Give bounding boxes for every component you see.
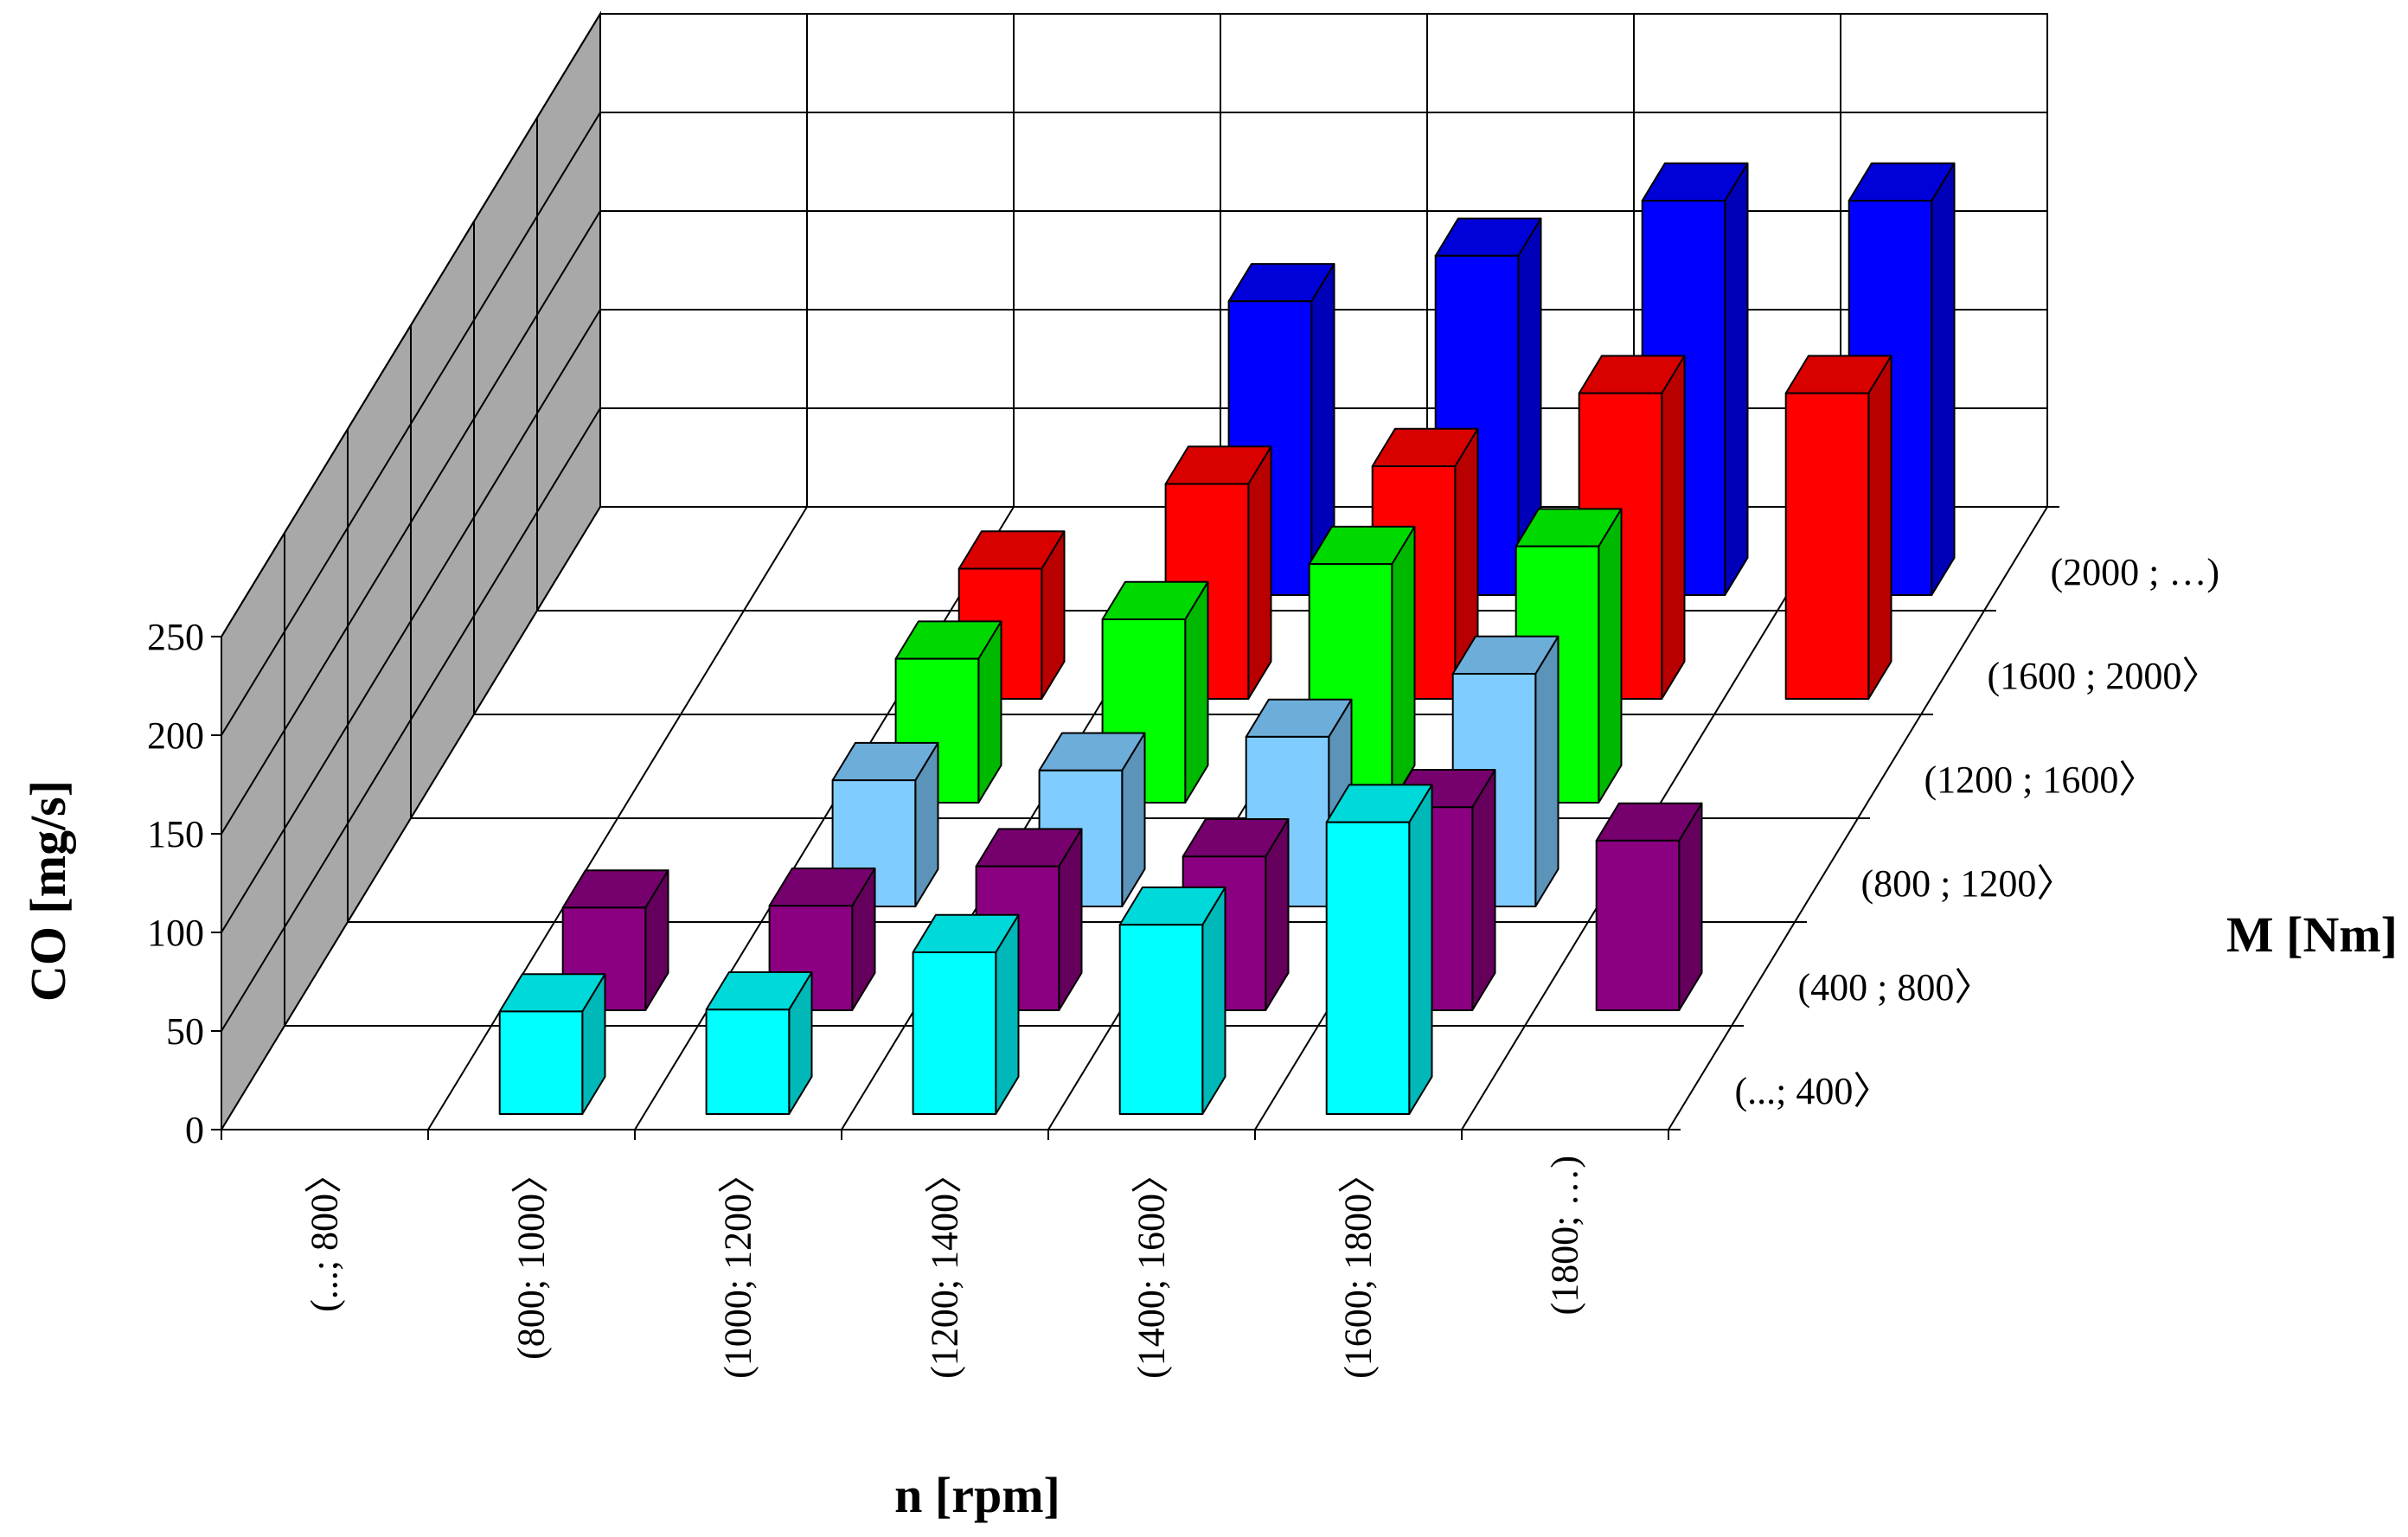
bar-front	[1325, 821, 1411, 1115]
bar-front	[705, 1009, 791, 1115]
y-tick-label: 150	[147, 813, 204, 855]
bar-side	[1598, 508, 1623, 804]
bar	[1101, 580, 1209, 804]
bar	[912, 913, 1020, 1115]
z-tick-label: (2000 ; …)	[2051, 551, 2220, 593]
axis-labels: 0 50 100 150 200 250 (...; 800〉 (800; 1000〉 (100…	[147, 506, 2220, 1379]
bar-front	[912, 951, 997, 1115]
bar-side	[1724, 162, 1749, 596]
x-tick-label: (...; 800〉	[304, 1156, 346, 1312]
y-tick-label: 100	[147, 912, 204, 954]
bar	[1784, 355, 1892, 700]
bar-front	[1784, 392, 1870, 700]
bars	[498, 162, 1956, 1115]
y-tick-label: 250	[147, 616, 204, 658]
bar-side	[1408, 784, 1433, 1115]
bar-side	[1661, 355, 1686, 700]
bar-side	[1201, 886, 1226, 1115]
bar-side	[1867, 355, 1892, 700]
bar-front	[1118, 924, 1204, 1115]
x-tick-label: (1400; 1600〉	[1130, 1156, 1173, 1379]
bar-side	[1391, 525, 1416, 804]
x-tick-label: (1800; …)	[1544, 1156, 1586, 1316]
x-tick-label: (1000; 1200〉	[717, 1156, 759, 1379]
z-axis-title: M [Nm]	[2226, 906, 2398, 963]
bar	[498, 973, 606, 1115]
y-tick-label: 50	[166, 1010, 204, 1053]
x-tick-label: (800; 1000〉	[510, 1156, 553, 1360]
z-tick-label: (1200 ; 1600〉	[1924, 759, 2157, 801]
y-tick-label: 0	[185, 1109, 204, 1151]
bar-side	[1247, 445, 1272, 700]
z-tick-label: (1600 ; 2000〉	[1988, 655, 2220, 697]
z-tick-label: (800 ; 1200〉	[1861, 862, 2075, 905]
bar	[1595, 802, 1703, 1011]
y-tick-label: 200	[147, 714, 204, 757]
bar	[1325, 784, 1433, 1115]
bar-side	[1534, 635, 1559, 907]
x-tick-label: (1600; 1800〉	[1337, 1156, 1380, 1379]
y-axis-title: CO [mg/s]	[20, 780, 76, 1002]
bar-side	[1931, 162, 1956, 596]
x-axis-title: n [rpm]	[894, 1467, 1060, 1523]
bar	[561, 869, 669, 1011]
bar-side	[1471, 769, 1496, 1011]
bar-front	[498, 1010, 584, 1115]
z-tick-label: (400 ; 800〉	[1798, 966, 1993, 1009]
bar	[705, 971, 813, 1115]
bar-front	[1595, 839, 1681, 1011]
x-tick-label: (1200; 1400〉	[924, 1156, 966, 1379]
z-tick-label: (...; 400〉	[1735, 1070, 1892, 1112]
bar	[1118, 886, 1226, 1115]
